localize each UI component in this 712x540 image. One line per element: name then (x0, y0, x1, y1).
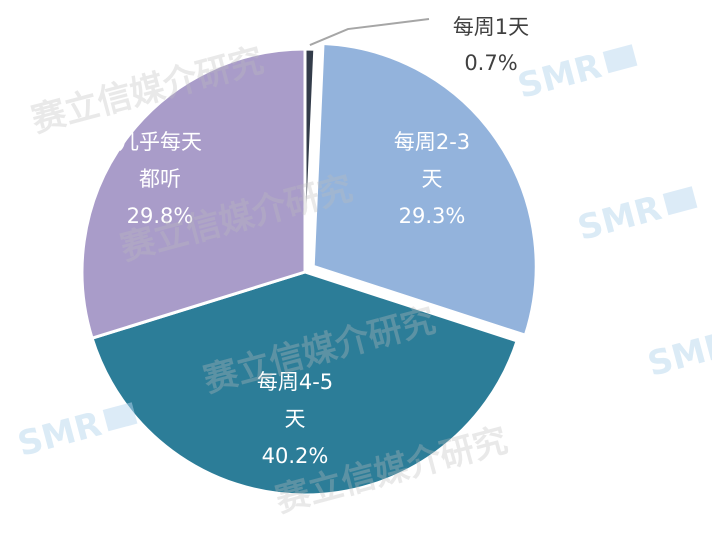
svg-text:SMR: SMR (574, 188, 666, 249)
slice-label: 几乎每天 (118, 130, 202, 154)
svg-text:SMR: SMR (514, 46, 606, 107)
slice-label: 天 (285, 407, 306, 431)
watermark-logo: SMR (644, 324, 712, 385)
slice-label: 29.3% (399, 204, 466, 228)
pie-slice (311, 42, 538, 337)
svg-text:SMR: SMR (14, 404, 106, 465)
pie-slice (80, 47, 307, 340)
slice-label: 都听 (139, 167, 181, 191)
slice-label: 每周4-5 (257, 370, 333, 394)
watermark-logo: SMR (514, 44, 638, 107)
leader-line (309, 18, 430, 46)
slice-label: 29.8% (127, 204, 194, 228)
slice-label: 0.7% (464, 51, 517, 75)
slice-label: 天 (422, 167, 443, 191)
svg-text:SMR: SMR (644, 324, 712, 385)
pie-slices (80, 42, 538, 497)
slice-label: 40.2% (262, 444, 329, 468)
slice-label: 每周2-3 (394, 130, 470, 154)
watermark-logo: SMR (14, 402, 138, 465)
watermark-logo: SMR (574, 186, 698, 249)
slice-label: 每周1天 (453, 15, 529, 39)
